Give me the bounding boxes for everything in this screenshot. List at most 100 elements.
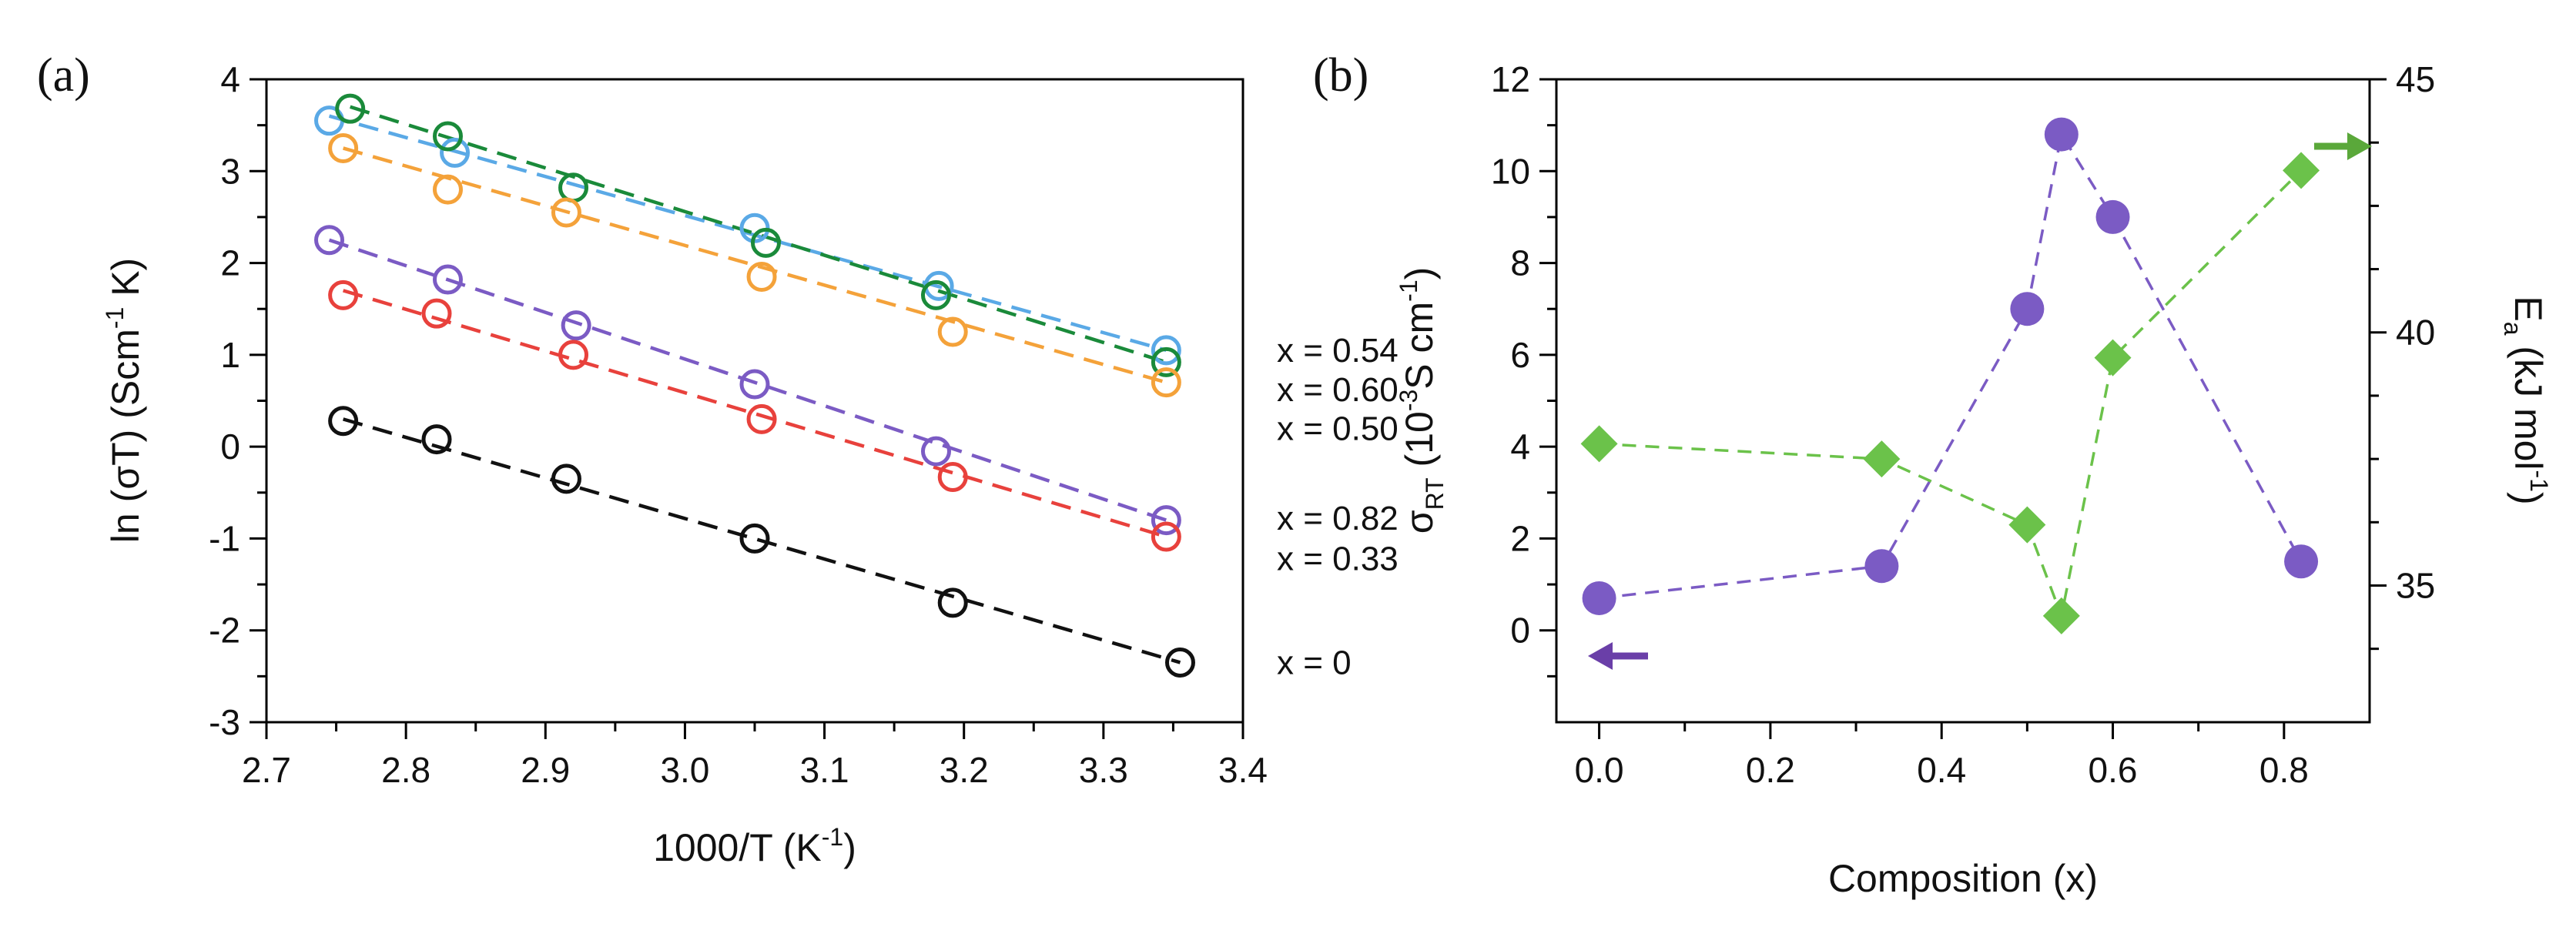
left-y-tick-label: 6 [1510, 335, 1530, 375]
panel-a-x-axis-title: 1000/T (K-1) [653, 823, 856, 869]
x-tick-label: 3.4 [1218, 750, 1268, 790]
left-y-tick-label: 0 [1510, 611, 1530, 651]
left-y-tick-label: 8 [1510, 243, 1530, 283]
data-point [335, 93, 366, 124]
panel-a: 2.7 2.8 2.9 3.0 3.1 3.2 3.3 3.4 -3 -2 -1 0 1 2 3 4 x =… [101, 59, 1399, 869]
x-tick-label: 0.4 [1917, 750, 1966, 790]
panel-b-left-y-ticks: 0 2 4 6 8 10 12 [1491, 59, 1556, 678]
panel-a-plot-frame [265, 78, 1244, 724]
left-y-tick-label: 4 [1510, 427, 1530, 467]
data-point [440, 137, 471, 168]
data-point [2042, 597, 2080, 634]
y-tick-label: 0 [220, 427, 240, 467]
data-point [1580, 425, 1618, 463]
data-point [746, 403, 777, 434]
data-point [1164, 647, 1195, 678]
panel-b-x-axis-title: Composition (x) [1828, 857, 2098, 900]
x-tick-label: 2.9 [521, 750, 570, 790]
data-point [937, 462, 968, 493]
data-point [750, 227, 781, 258]
series-label: x = 0 [1277, 644, 1352, 681]
data-point [551, 197, 581, 228]
left-y-tick-label: 10 [1491, 151, 1530, 191]
panel-a-y-axis-title: ln (σT) (Scm-1 K) [101, 258, 147, 543]
data-point [1864, 549, 1899, 584]
fit-line [328, 238, 1167, 522]
data-point [2095, 199, 2130, 234]
right-axis-arrow-icon [2314, 132, 2372, 160]
data-point [432, 264, 463, 295]
data-point [1151, 335, 1181, 366]
y-tick-label: -1 [209, 518, 240, 558]
panel-b-x-ticks: 0.0 0.2 0.4 0.6 0.8 [1575, 722, 2309, 790]
series-label: x = 0.54 [1277, 332, 1399, 370]
data-point [2008, 506, 2046, 544]
data-point [2284, 544, 2319, 579]
panel-b-right-y-ticks: 35 40 45 [2370, 59, 2435, 651]
data-point [2094, 339, 2132, 376]
data-point [1151, 346, 1181, 377]
connector-line [1599, 169, 2303, 621]
data-point [1151, 367, 1181, 398]
data-point [328, 132, 359, 163]
right-y-tick-label: 45 [2396, 59, 2435, 99]
data-point [739, 523, 770, 554]
panel-a-points [314, 93, 1195, 678]
data-point [746, 261, 777, 292]
x-tick-label: 0.8 [2259, 750, 2309, 790]
data-point [314, 225, 345, 256]
series-label: x = 0.33 [1277, 540, 1399, 578]
x-tick-label: 3.2 [940, 750, 989, 790]
panel-b: 0.0 0.2 0.4 0.6 0.8 0 2 4 6 8 10 12 35 40 45 Composi… [1395, 59, 2553, 900]
data-point [558, 340, 589, 370]
x-tick-label: 0.6 [2089, 750, 2138, 790]
x-tick-label: 2.7 [242, 750, 291, 790]
y-tick-label: 1 [220, 335, 240, 375]
panel-a-y-ticks: -3 -2 -1 0 1 2 3 4 [209, 59, 266, 742]
panel-b-left-y-axis-title: σRT (10-3S cm-1) [1395, 267, 1449, 534]
y-tick-label: -2 [209, 611, 240, 651]
x-tick-label: 0.2 [1746, 750, 1795, 790]
left-axis-arrow-icon [1588, 642, 1648, 670]
data-point [328, 406, 359, 437]
panel-b-label: (b) [1313, 49, 1368, 102]
data-point [2010, 292, 2045, 326]
panel-b-plot-frame [1555, 78, 2371, 724]
data-point [421, 424, 452, 455]
data-point [2283, 152, 2320, 189]
series-label: x = 0.50 [1277, 410, 1399, 447]
data-point [328, 279, 359, 310]
data-point [551, 464, 581, 494]
data-point [1151, 505, 1181, 536]
left-y-tick-label: 12 [1491, 59, 1530, 99]
panel-a-series-labels: x = 0.54x = 0.60x = 0.50 x = 0.82x = 0.33… [1277, 332, 1399, 682]
data-point [739, 369, 770, 400]
panel-b-dashed-lines [1599, 130, 2303, 621]
data-point [937, 316, 968, 347]
data-point [432, 121, 463, 152]
panel-b-right-y-axis-title: Ea (kJ mol-1) [2499, 296, 2553, 504]
data-point [432, 174, 463, 205]
data-point [1863, 440, 1901, 478]
fit-line [343, 146, 1167, 384]
panel-b-points [1580, 117, 2320, 634]
y-tick-label: 2 [220, 243, 240, 283]
series-label: x = 0.60 [1277, 371, 1399, 409]
series-label: x = 0.82 [1277, 500, 1399, 537]
y-tick-label: 4 [220, 59, 240, 99]
data-point [1582, 581, 1616, 615]
fit-line [343, 417, 1181, 664]
right-y-tick-label: 35 [2396, 565, 2435, 605]
y-tick-label: 3 [220, 151, 240, 191]
x-tick-label: 3.1 [800, 750, 849, 790]
data-point [937, 587, 968, 618]
left-y-tick-label: 2 [1510, 518, 1530, 558]
x-tick-label: 3.0 [660, 750, 709, 790]
y-tick-label: -3 [209, 702, 240, 742]
x-tick-label: 2.8 [381, 750, 430, 790]
data-point [421, 298, 452, 329]
panel-a-x-ticks: 2.7 2.8 2.9 3.0 3.1 3.2 3.3 3.4 [242, 722, 1268, 790]
data-point [2044, 117, 2079, 152]
x-tick-label: 0.0 [1575, 750, 1624, 790]
